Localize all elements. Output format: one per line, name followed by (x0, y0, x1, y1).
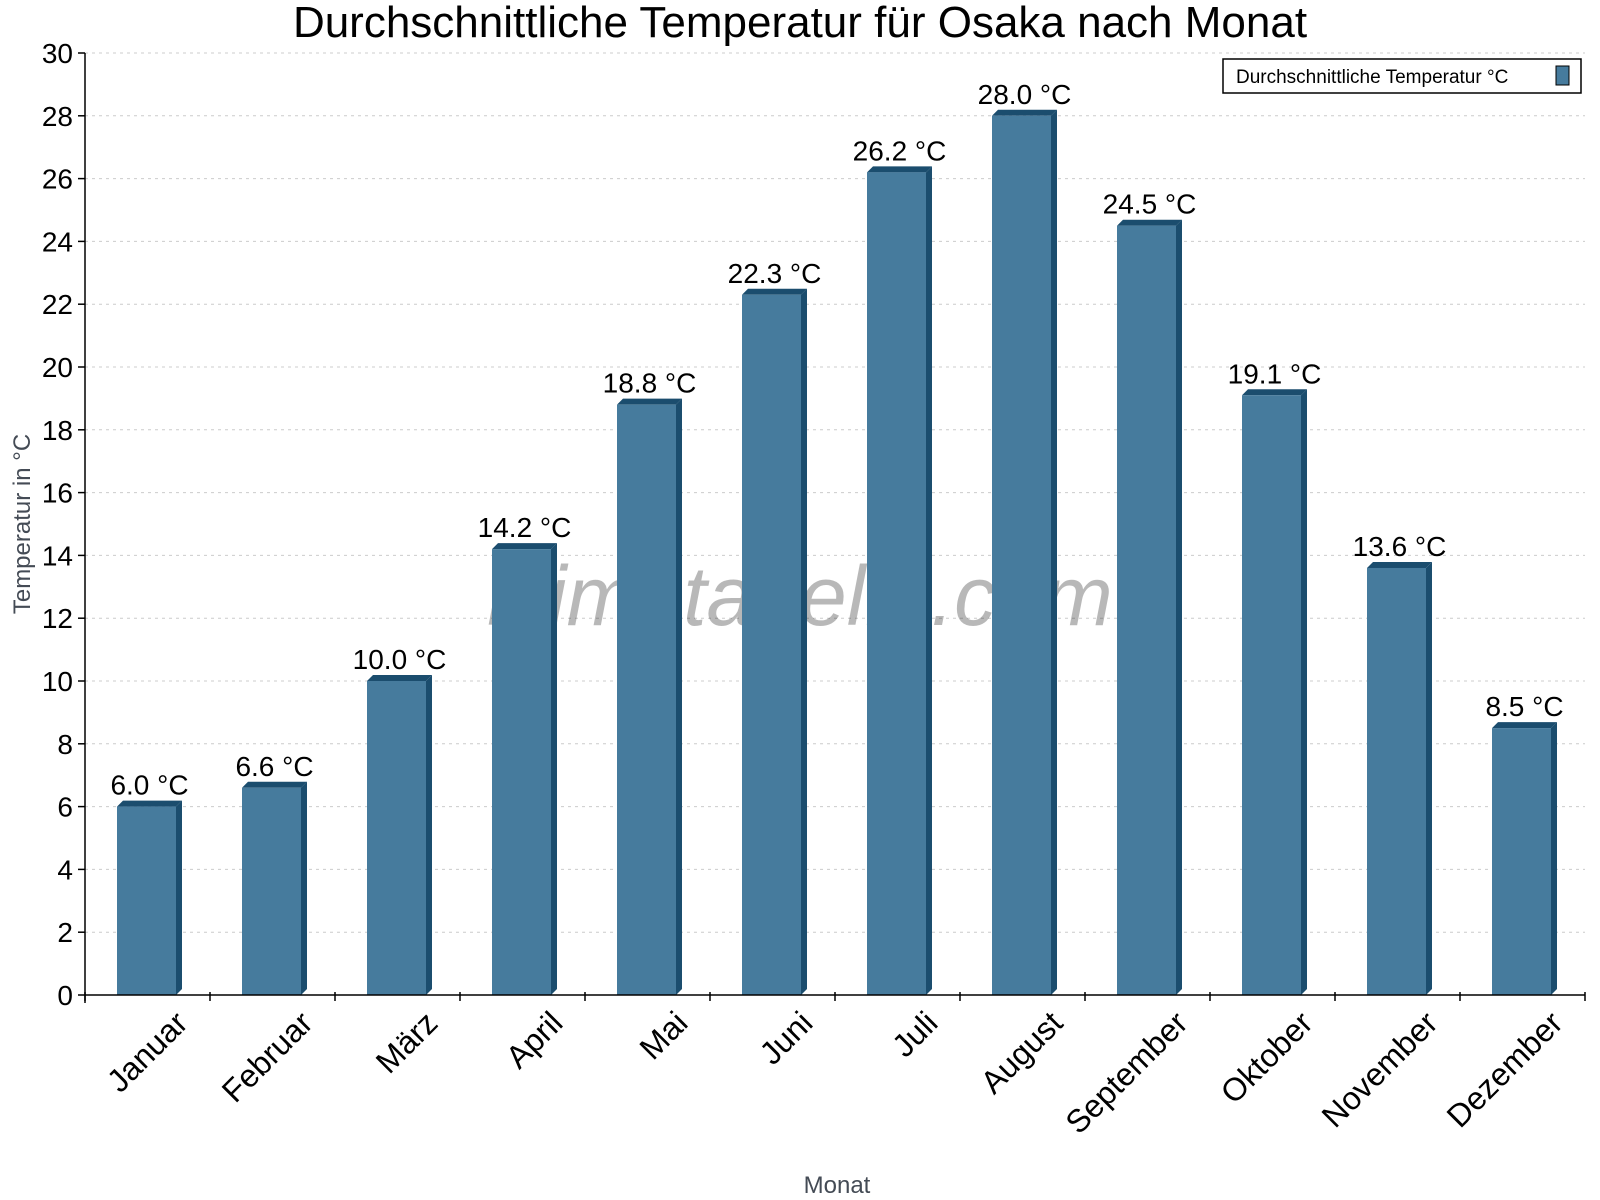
x-tick-label: April (499, 1004, 570, 1075)
y-tick-label: 22 (42, 289, 73, 320)
bar-top (1492, 722, 1557, 729)
y-tick-label: 0 (57, 980, 73, 1011)
bar-side (426, 675, 432, 995)
x-tick-label: März (369, 1004, 445, 1080)
data-label: 14.2 °C (478, 512, 572, 543)
y-tick-label: 18 (42, 415, 73, 446)
data-label: 19.1 °C (1228, 358, 1322, 389)
y-tick-label: 16 (42, 478, 73, 509)
y-tick-label: 30 (42, 38, 73, 69)
bar (1367, 567, 1426, 995)
y-tick-label: 20 (42, 352, 73, 383)
bar-side (1051, 109, 1057, 996)
y-tick-label: 24 (42, 226, 73, 257)
bar-top (1117, 219, 1182, 226)
bar-side (1426, 561, 1432, 995)
legend-box (1222, 58, 1582, 94)
bar-side (676, 398, 682, 995)
x-tick-label: Mai (633, 1004, 695, 1066)
bar-top (492, 543, 557, 550)
bar-top (1242, 389, 1307, 396)
bar-top (992, 109, 1057, 116)
data-label: 6.6 °C (235, 751, 313, 782)
bar-top (742, 288, 807, 295)
x-tick-label: Januar (100, 1004, 195, 1099)
data-label: 24.5 °C (1103, 189, 1197, 220)
bar (367, 681, 426, 995)
data-label: 8.5 °C (1485, 691, 1563, 722)
data-label: 13.6 °C (1353, 531, 1447, 562)
y-axis-label: Temperatur in °C (9, 434, 36, 614)
x-tick-label: Juni (752, 1004, 819, 1071)
bar-top (242, 781, 307, 788)
legend-label: Durchschnittliche Temperatur °C (1236, 67, 1508, 88)
bar-side (551, 543, 557, 995)
bar (992, 115, 1051, 996)
data-label: 26.2 °C (853, 135, 947, 166)
data-label: 10.0 °C (353, 644, 447, 675)
x-axis-label: Monat (804, 1172, 871, 1199)
bar (617, 404, 676, 995)
y-tick-label: 6 (57, 792, 73, 823)
x-tick-label: Dezember (1440, 1004, 1570, 1134)
bar-side (801, 288, 807, 995)
x-tick-label: Oktober (1214, 1004, 1320, 1110)
bar (242, 787, 301, 995)
y-tick-label: 4 (57, 854, 73, 885)
bar (1492, 728, 1551, 995)
y-tick-label: 10 (42, 666, 73, 697)
bar (742, 294, 801, 995)
bar (1242, 395, 1301, 995)
bar-side (926, 166, 932, 995)
legend: Durchschnittliche Temperatur °C (1222, 58, 1582, 94)
bar-side (176, 800, 182, 995)
bars: 6.0 °C 6.6 °C 10.0 °C 14.2 °C 18.8 °C 22.3 °C… (110, 79, 1564, 996)
bar-top (1367, 561, 1432, 568)
chart-title: Durchschnittliche Temperatur für Osaka n… (293, 0, 1307, 47)
bar-side (301, 781, 307, 995)
x-tick-label: August (974, 1004, 1070, 1100)
gridlines (85, 52, 1585, 933)
bar-side (1176, 219, 1182, 995)
legend-swatch (1555, 65, 1570, 86)
bar (1117, 225, 1176, 995)
y-tick-label: 14 (42, 540, 73, 571)
bar (492, 549, 551, 995)
bar-side (1301, 389, 1307, 995)
x-tick-label: Februar (215, 1004, 320, 1109)
bar-top (117, 800, 182, 807)
bar-top (617, 398, 682, 405)
bar (117, 806, 176, 995)
data-label: 6.0 °C (110, 770, 188, 801)
y-tick-label: 2 (57, 917, 73, 948)
data-label: 18.8 °C (603, 368, 697, 399)
data-label: 28.0 °C (978, 79, 1072, 110)
x-tick-label: September (1058, 1004, 1194, 1140)
x-tick-label: Juli (885, 1004, 944, 1063)
bar (867, 172, 926, 995)
y-tick-label: 28 (42, 101, 73, 132)
data-label: 22.3 °C (728, 258, 822, 289)
bar-top (867, 166, 932, 173)
y-tick-label: 26 (42, 164, 73, 195)
bar-top (367, 675, 432, 681)
bar-side (1551, 722, 1557, 995)
y-tick-label: 8 (57, 729, 73, 760)
x-tick-label: November (1315, 1004, 1445, 1134)
y-tick-label: 12 (42, 603, 73, 634)
